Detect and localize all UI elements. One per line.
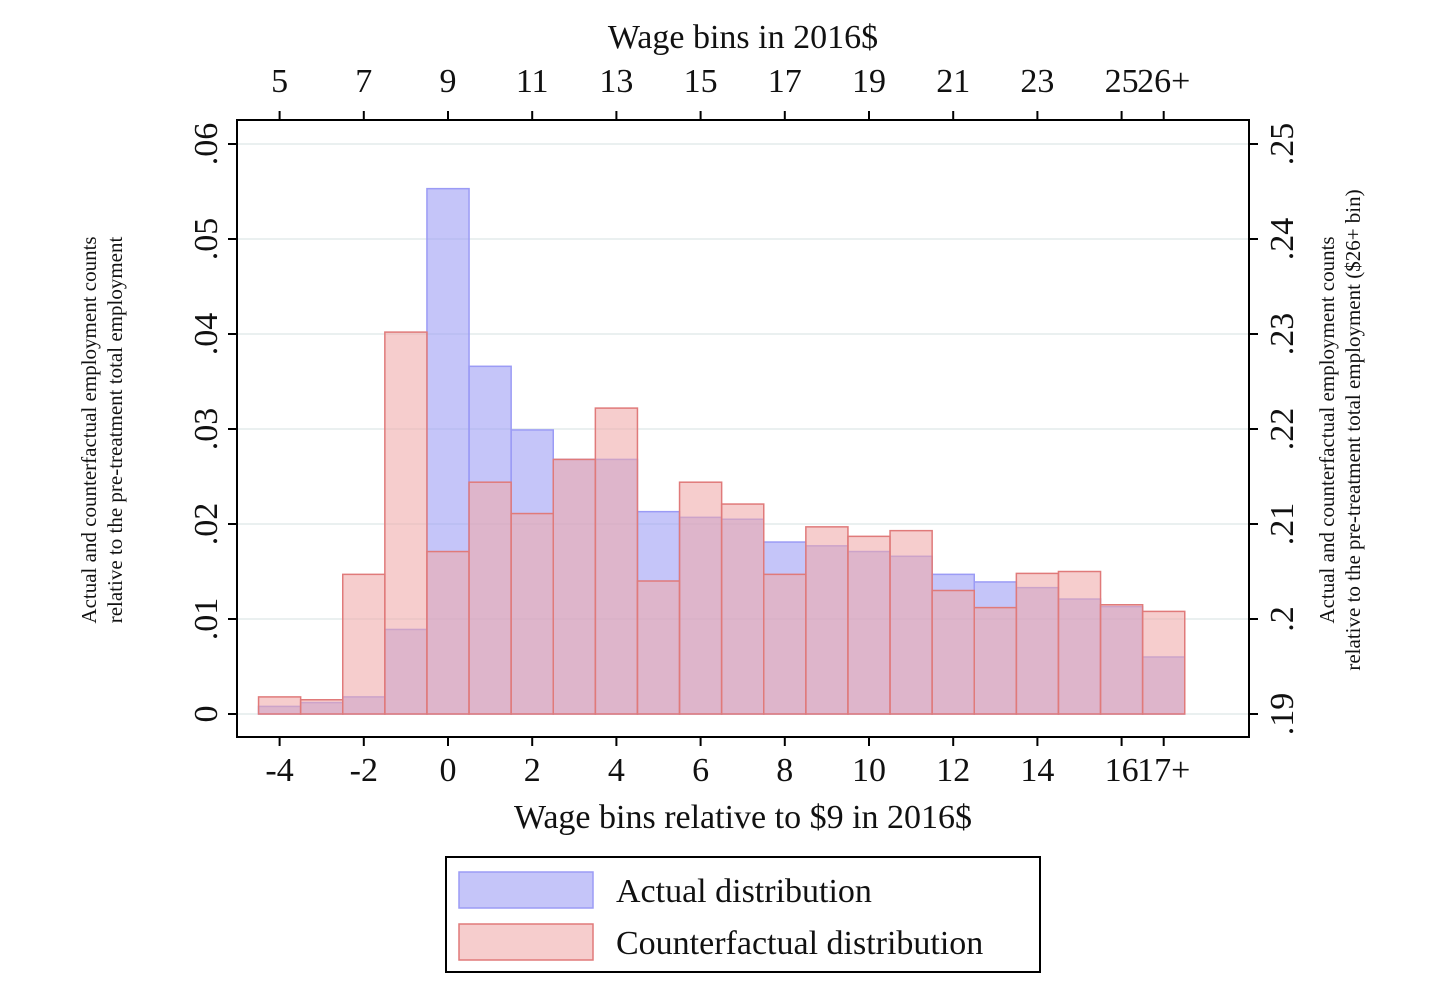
bar-counterfactual <box>1141 610 1186 715</box>
bar-counterfactual <box>889 529 933 715</box>
top-axis-tick-label: 21 <box>936 63 970 100</box>
bar-counterfactual <box>426 550 470 715</box>
top-axis-title: Wage bins in 2016$ <box>608 19 878 56</box>
bar-counterfactual <box>1015 572 1060 715</box>
legend-label-counterfactual: Counterfactual distribution <box>616 925 983 962</box>
left-y-axis: 0 .01 .02 .03 .04 .05 .06 <box>188 123 237 723</box>
top-axis-tick-label: 23 <box>1020 63 1054 100</box>
bar-counterfactual <box>973 606 1018 715</box>
bottom-axis-tick-label: 16 <box>1105 752 1139 789</box>
bottom-axis-tick-label: -2 <box>350 752 378 789</box>
bar-counterfactual <box>299 699 344 715</box>
right-axis-tick-label: .21 <box>1264 503 1301 546</box>
bottom-axis-title: Wage bins relative to $9 in 2016$ <box>514 799 972 836</box>
top-axis-tick-label: 13 <box>599 63 633 100</box>
right-axis-tick-label: .2 <box>1264 606 1301 632</box>
bar-counterfactual <box>678 481 723 715</box>
right-axis-tick-label: .25 <box>1264 123 1301 166</box>
top-axis-tick-label: 15 <box>684 63 718 100</box>
top-axis-tick-label: 11 <box>516 63 549 100</box>
bar-counterfactual <box>257 696 302 715</box>
right-axis-tick-label: .24 <box>1264 218 1301 261</box>
top-axis-tick-label: 19 <box>852 63 886 100</box>
bar-counterfactual <box>1057 570 1102 715</box>
left-axis-tick-label: .01 <box>188 598 225 641</box>
bottom-axis-tick-label: 12 <box>936 752 970 789</box>
bar-counterfactual <box>594 407 639 715</box>
bar-counterfactual <box>636 580 681 715</box>
bar-counterfactual <box>342 573 386 715</box>
left-axis-tick-label: .06 <box>188 123 225 166</box>
bottom-axis-tick-label: 4 <box>608 752 625 789</box>
left-axis-tick-label: .02 <box>188 503 225 546</box>
left-axis-tick-label: 0 <box>188 706 225 723</box>
left-axis-title-line-2: relative to the pre-treatment total empl… <box>103 237 127 624</box>
bottom-axis-tick-label: -4 <box>265 752 293 789</box>
left-axis-tick-label: .04 <box>188 313 225 356</box>
legend-swatch-counterfactual <box>458 923 594 961</box>
legend-label-actual: Actual distribution <box>616 873 872 910</box>
bottom-axis-tick-label: 6 <box>692 752 709 789</box>
bar-counterfactual <box>468 481 512 715</box>
right-y-axis: .19 .2 .21 .22 .23 .24 .25 <box>1249 123 1301 736</box>
bar-counterfactual <box>763 573 807 715</box>
top-axis-tick-label: 9 <box>440 63 457 100</box>
left-axis-tick-label: .05 <box>188 218 225 261</box>
right-axis-tick-label: .23 <box>1264 313 1301 356</box>
top-axis-tick-label: 5 <box>271 63 288 100</box>
left-axis-title-line-1: Actual and counterfactual employment cou… <box>77 236 101 623</box>
bar-counterfactual <box>931 589 976 715</box>
bottom-axis-tick-label: 10 <box>852 752 886 789</box>
bar-counterfactual <box>384 331 428 715</box>
bottom-axis-tick-label: 2 <box>524 752 541 789</box>
right-axis-tick-label: .19 <box>1264 693 1301 736</box>
legend: Actual distribution Counterfactual distr… <box>445 856 1041 973</box>
top-axis-tick-label: 25 <box>1105 63 1139 100</box>
top-axis-tick-label: 17 <box>768 63 802 100</box>
bar-counterfactual <box>1099 604 1144 715</box>
counterfactual-distribution-bars <box>257 331 1186 715</box>
bar-counterfactual <box>805 526 849 715</box>
left-axis-tick-label: .03 <box>188 408 225 451</box>
bar-counterfactual <box>720 503 765 715</box>
bottom-axis-tick-label: 0 <box>440 752 457 789</box>
right-axis-title-line-2: relative to the pre-treatment total empl… <box>1341 189 1365 670</box>
bar-counterfactual <box>552 458 597 715</box>
bottom-axis-tick-label: 17+ <box>1137 752 1190 789</box>
left-axis-title: Actual and counterfactual employment cou… <box>77 236 127 623</box>
right-axis-tick-label: .22 <box>1264 408 1301 451</box>
bar-counterfactual <box>847 535 891 715</box>
right-axis-title-line-1: Actual and counterfactual employment cou… <box>1315 236 1339 623</box>
bottom-axis-tick-label: 8 <box>776 752 793 789</box>
bottom-axis-tick-label: 14 <box>1020 752 1054 789</box>
legend-swatch-actual <box>458 871 594 909</box>
top-axis-tick-label: 7 <box>355 63 372 100</box>
bar-counterfactual <box>510 512 554 715</box>
right-axis-title: Actual and counterfactual employment cou… <box>1315 189 1365 670</box>
top-axis-tick-label: 26+ <box>1137 63 1190 100</box>
